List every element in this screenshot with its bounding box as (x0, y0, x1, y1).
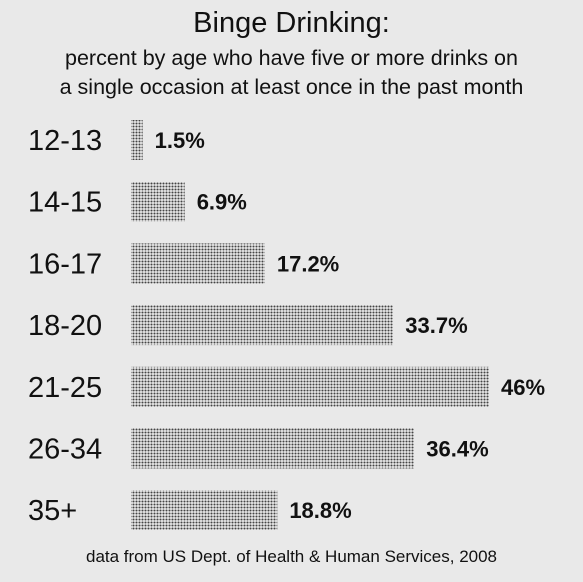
bars-group: 12-13 1.5% 14-15 6.9% 16-17 17.2% 18-20 33.7% 21… (28, 120, 545, 531)
value-label-12-13: 1.5% (155, 128, 205, 153)
value-label-26-34: 36.4% (426, 437, 488, 462)
value-label-21-25: 46% (501, 375, 545, 400)
value-label-14-15: 6.9% (197, 190, 247, 215)
bar-12-13 (131, 120, 143, 160)
category-label-16-17: 16-17 (28, 248, 102, 280)
subtitle-line-2: a single occasion at least once in the p… (59, 75, 524, 99)
category-label-21-25: 21-25 (28, 372, 102, 404)
value-label-16-17: 17.2% (277, 251, 339, 276)
bar-chart: 12-13 1.5% 14-15 6.9% 16-17 17.2% 18-20 33.7% 21… (28, 120, 545, 531)
bar-18-20 (131, 305, 394, 346)
bar-21-25 (131, 366, 489, 407)
category-label-18-20: 18-20 (28, 310, 102, 342)
bar-14-15 (131, 181, 185, 222)
category-label-35+: 35+ (28, 495, 77, 527)
category-label-12-13: 12-13 (28, 125, 102, 157)
chart-subtitle: percent by age who have five or more dri… (0, 44, 583, 102)
bar-26-34 (131, 428, 415, 469)
bar-35+ (131, 490, 278, 531)
source-note: data from US Dept. of Health & Human Ser… (85, 547, 498, 566)
value-label-35+: 18.8% (289, 498, 351, 523)
category-label-26-34: 26-34 (28, 434, 102, 466)
category-label-14-15: 14-15 (28, 187, 102, 219)
subtitle-line-1: percent by age who have five or more dri… (65, 46, 518, 70)
value-label-18-20: 33.7% (405, 313, 467, 338)
bar-16-17 (131, 243, 265, 284)
chart-title: Binge Drinking: (193, 7, 390, 39)
